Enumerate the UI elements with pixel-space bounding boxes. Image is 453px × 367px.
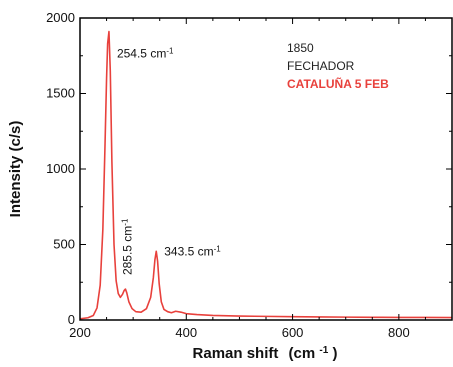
x-tick-label: 600: [282, 325, 304, 340]
peak-label-exp: -1: [214, 244, 222, 253]
plot-area: [79, 30, 453, 320]
info-line: CATALUÑA 5 FEB: [287, 76, 389, 91]
peak-label: 343.5 cm-1: [164, 244, 221, 258]
sample-info: 1850 FECHADOR CATALUÑA 5 FEB: [287, 41, 389, 91]
x-axis-label-unit-exp: -1: [319, 345, 328, 356]
x-axis-label-unit: (cm: [289, 345, 316, 362]
info-line: FECHADOR: [287, 59, 355, 73]
y-tick-label: 1500: [46, 86, 75, 101]
peak-label-exp: -1: [120, 218, 129, 226]
plot-frame: [79, 17, 453, 321]
spectrum-line: [79, 30, 453, 320]
x-tick-label: 800: [388, 325, 410, 340]
y-tick-label: 1000: [46, 161, 75, 176]
tick-labels: 200 400 600 800 0 500 1000 1500 2000: [46, 10, 410, 340]
axis-ticks: [79, 17, 453, 321]
peak-label-exp: -1: [166, 46, 174, 55]
peak-label: 285.5 cm-1: [120, 218, 135, 275]
x-axis-label-unit-close: ): [332, 345, 337, 362]
x-axis-label: Raman shift (cm -1 ): [193, 345, 338, 363]
y-tick-label: 0: [68, 312, 75, 327]
x-tick-label: 200: [69, 325, 91, 340]
y-tick-label: 500: [53, 237, 75, 252]
peak-label-value: 343.5 cm: [164, 244, 213, 258]
y-axis-label: Intensity (c/s): [7, 121, 24, 218]
x-axis-label-main: Raman shift: [193, 345, 279, 362]
peak-label-value: 285.5 cm: [120, 226, 134, 275]
peak-label-value: 254.5 cm: [117, 47, 166, 61]
info-line: 1850: [287, 41, 314, 55]
x-tick-label: 400: [175, 325, 197, 340]
peak-label: 254.5 cm-1: [117, 46, 174, 61]
y-tick-label: 2000: [46, 10, 75, 25]
